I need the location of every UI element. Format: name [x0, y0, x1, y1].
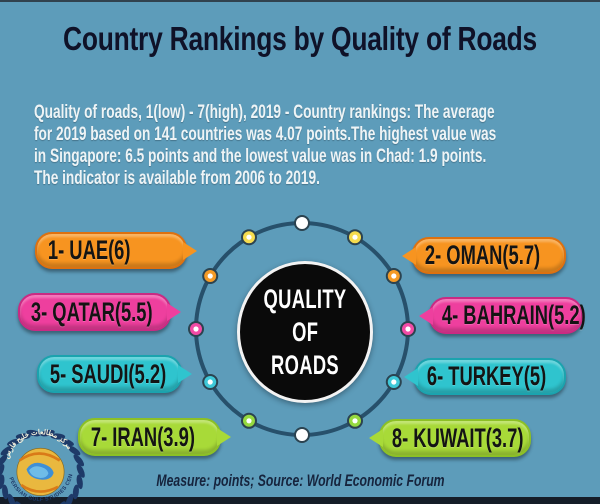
- wreath-leaf: [76, 474, 83, 490]
- rank-country-label: 8- KUWAIT: [391, 422, 486, 453]
- wreath-leaf: [26, 429, 41, 437]
- points-value: (5.2): [547, 300, 586, 330]
- rank-country-label: 3- QATAR: [30, 296, 115, 327]
- ring-dot-center: [352, 234, 358, 240]
- ranking-pill-uae: 1- UAE (6): [35, 232, 187, 269]
- wreath-leaf: [0, 454, 8, 467]
- ring-dot-center: [207, 379, 213, 385]
- rank-country-label: 5- SAUDI: [49, 358, 129, 389]
- ranking-pill-kuwait-text: 8- KUWAIT (3.7): [381, 423, 529, 454]
- wreath-leaf: [72, 484, 79, 500]
- ranking-pill-kuwait: 8- KUWAIT (3.7): [379, 419, 531, 457]
- wreath-leaf: [0, 445, 14, 456]
- ring-dot-center: [246, 418, 252, 424]
- description-line-3: in Singapore: 6.5 points and the lowest …: [34, 146, 487, 167]
- ranking-pill-bahrain-text: 4- BAHRAIN (5.2): [431, 300, 586, 331]
- ranking-pill-qatar: 3- QATAR (5.5): [18, 293, 171, 331]
- persian-gulf-studies-center-logo: مركز مطالعات خليج فارس PERSIAN GULF STUD…: [0, 422, 85, 504]
- ranking-pill-saudi: 5- SAUDI (5.2): [37, 355, 182, 393]
- ranking-pill-oman-text: 2- OMAN (5.7): [414, 240, 551, 271]
- wreath-leaf: [40, 429, 55, 437]
- bottom-edge-border: [0, 497, 600, 504]
- ranking-pill-oman: 2- OMAN (5.7): [412, 237, 566, 274]
- ring-dot-center: [405, 326, 411, 332]
- ring-dot-center: [391, 273, 397, 279]
- points-value: (5.2): [128, 358, 167, 389]
- badge-line-3: ROADS: [270, 349, 339, 380]
- wreath-leaf: [15, 501, 26, 504]
- points-value: (5.5): [114, 296, 153, 327]
- rank-country-label: 4- BAHRAIN: [441, 300, 548, 330]
- wreath-leaf: [73, 454, 85, 467]
- description-paragraph: Quality of roads, 1(low) - 7(high), 2019…: [34, 102, 564, 190]
- globe-swirl-top: [18, 452, 61, 462]
- laurel-wreath-icon: [0, 429, 85, 504]
- wreath-leaf: [76, 464, 85, 478]
- ranking-pill-bahrain: 4- BAHRAIN (5.2): [429, 297, 586, 334]
- ranking-pill-saudi-text: 5- SAUDI (5.2): [39, 359, 177, 390]
- persian-gulf-water: [29, 466, 49, 478]
- ring-dot-center: [246, 234, 252, 240]
- wreath-leaf: [50, 433, 66, 440]
- page-title: Country Rankings by Quality of Roads: [63, 20, 537, 57]
- ranking-pill-qatar-text: 3- QATAR (5.5): [20, 297, 164, 328]
- ranking-pill-turkey-text: 6- TURKEY (5): [416, 361, 557, 392]
- badge-line-1: QUALITY: [263, 283, 347, 314]
- description-line-1: Quality of roads, 1(low) - 7(high), 2019…: [34, 102, 495, 123]
- wreath-leaf: [7, 493, 16, 504]
- ranking-pill-iran: 7- IRAN (3.9): [78, 418, 221, 456]
- points-value: (3.7): [485, 422, 524, 453]
- points-value: (5): [523, 361, 547, 391]
- wreath-leaf: [0, 464, 5, 478]
- rank-country-label: 7- IRAN: [90, 421, 158, 452]
- ranking-pill-iran-text: 7- IRAN (3.9): [80, 422, 206, 453]
- description-line-4: The indicator is available from 2006 to …: [34, 168, 320, 189]
- ranking-pill-turkey: 6- TURKEY (5): [414, 358, 566, 395]
- rank-country-label: 6- TURKEY: [426, 361, 524, 391]
- points-value: (3.9): [157, 421, 195, 452]
- quality-of-roads-badge: QUALITY OF ROADS: [237, 261, 373, 403]
- wreath-leaf: [2, 484, 9, 500]
- ranking-pill-uae-text: 1- UAE (6): [37, 235, 141, 266]
- globe-swirl-bottom: [20, 483, 59, 493]
- wreath-leaf: [0, 474, 5, 490]
- ring-dot-center: [299, 220, 305, 226]
- top-edge-border: [0, 0, 600, 2]
- rank-country-label: 1- UAE: [47, 235, 109, 265]
- ring-dot-center: [299, 432, 305, 438]
- wreath-leaf: [59, 438, 74, 447]
- ring-dot-center: [207, 273, 213, 279]
- source-note: Measure: points; Source: World Economic …: [156, 471, 445, 490]
- description-line-2: for 2019 based on 141 countries was 4.07…: [34, 124, 497, 145]
- ring-dot-center: [352, 418, 358, 424]
- ring-dot-center: [193, 326, 199, 332]
- wreath-leaf: [15, 433, 31, 440]
- wreath-leaf: [7, 438, 22, 447]
- rank-country-label: 2- OMAN: [424, 240, 503, 270]
- points-value: (5.7): [502, 240, 541, 270]
- wreath-leaf: [67, 445, 81, 456]
- badge-line-2: OF: [291, 316, 319, 347]
- wreath-leaf: [55, 501, 66, 504]
- points-value: (6): [108, 235, 131, 265]
- wreath-leaf: [65, 493, 74, 504]
